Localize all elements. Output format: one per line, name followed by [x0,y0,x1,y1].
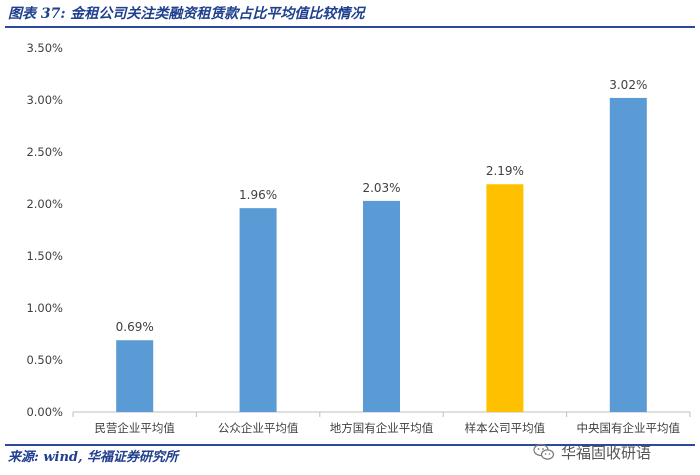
x-tick-label: 地方国有企业平均值 [330,421,434,435]
bar [116,340,154,412]
y-tick-label: 3.50% [26,41,63,55]
data-label: 1.96% [239,188,277,202]
x-tick-label: 中央国有企业平均值 [577,421,681,435]
y-tick-label: 1.00% [26,301,63,315]
data-label: 0.69% [116,320,154,334]
y-tick-label: 2.00% [26,197,63,211]
wechat-icon [533,443,555,460]
data-label: 3.02% [609,78,647,92]
y-tick-label: 2.50% [26,145,63,159]
bottom-rule [5,444,695,446]
bar [609,97,647,413]
data-label: 2.19% [486,164,524,178]
y-tick-label: 0.50% [26,353,63,367]
source-note: 来源: wind, 华福证券研究所 [8,450,179,465]
bar [239,208,277,412]
bar [486,184,524,412]
top-rule [5,26,695,28]
x-tick-label: 民营企业平均值 [94,421,175,435]
y-tick-label: 1.50% [26,249,63,263]
watermark-text: 华福固收研语 [561,443,652,462]
watermark: 华福固收研语 [533,440,651,464]
bar [363,200,400,412]
x-tick-label: 样本公司平均值 [465,421,546,435]
x-tick-label: 公众企业平均值 [218,421,299,435]
figure-title: 图表 37: 金租公司关注类融资租赁款占比平均值比较情况 [8,6,365,22]
y-tick-label: 0.00% [26,405,63,419]
data-label: 2.03% [362,181,400,195]
y-tick-label: 3.00% [26,93,63,107]
